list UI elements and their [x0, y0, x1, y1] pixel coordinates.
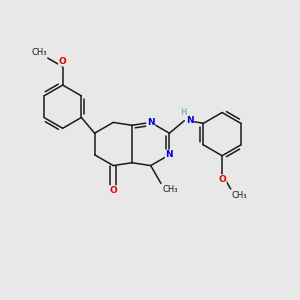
Text: N: N — [166, 150, 173, 159]
Text: O: O — [218, 175, 226, 184]
Text: O: O — [59, 57, 67, 66]
Text: CH₃: CH₃ — [31, 48, 47, 57]
Text: CH₃: CH₃ — [232, 190, 247, 200]
Text: O: O — [110, 186, 117, 195]
Text: N: N — [186, 116, 194, 125]
Text: CH₃: CH₃ — [162, 185, 178, 194]
Text: H: H — [180, 107, 186, 116]
Text: N: N — [147, 118, 154, 127]
